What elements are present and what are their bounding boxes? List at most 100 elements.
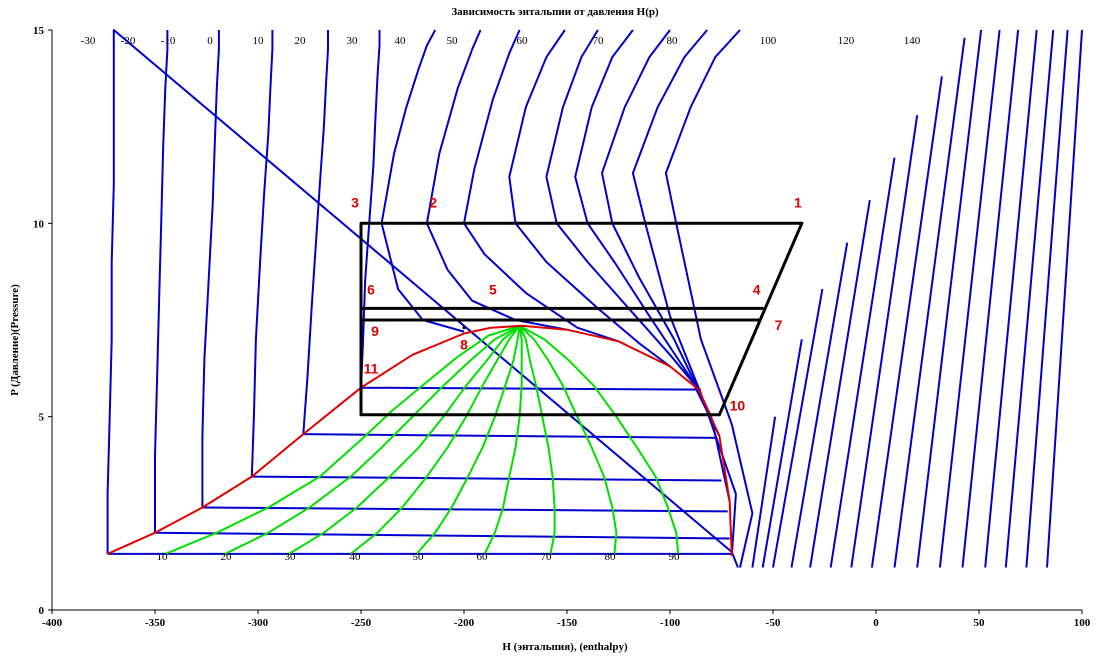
x-tick-label: 100 [1074, 617, 1091, 629]
x-axis-label: H (энтальпия), (enthalpy) [502, 641, 628, 653]
isotherm-label: 0 [207, 35, 213, 47]
quality-line [164, 324, 520, 555]
pressure-line [154, 531, 730, 540]
isotherm-line [809, 199, 871, 568]
saturation-dome [107, 324, 733, 556]
isotherm-line [984, 29, 1038, 568]
x-tick-label: -50 [766, 617, 781, 629]
isotherm-label: 40 [395, 35, 407, 47]
isotherm-line [961, 29, 1020, 568]
quality-line [288, 325, 521, 555]
isotherm-line [601, 29, 731, 502]
quality-line [518, 325, 618, 554]
cycle-point-marker [800, 221, 804, 225]
quality-label: 60 [477, 551, 489, 563]
isotherm-line [545, 29, 700, 391]
cycle-point-label: 2 [429, 194, 437, 210]
isotherm-line [870, 76, 943, 568]
isotherm-line [761, 339, 803, 568]
isotherm-label: 100 [760, 35, 777, 47]
isotherm-line [790, 242, 849, 568]
isotherm-line [893, 37, 966, 568]
cycle-point-marker [437, 221, 441, 225]
isotherm-line [463, 29, 619, 343]
x-tick-label: -400 [42, 617, 63, 629]
quality-line [350, 325, 521, 555]
quality-line [519, 324, 680, 554]
isotherm-label: 10 [253, 35, 265, 47]
cycle-point-marker [359, 221, 363, 225]
isotherm-line [1046, 29, 1083, 568]
isotherm-line [751, 416, 777, 568]
isotherm-label: 30 [347, 35, 359, 47]
quality-label: 30 [285, 551, 297, 563]
x-tick-label: -150 [557, 617, 578, 629]
isotherm-label: 140 [904, 35, 921, 47]
cycle-point-label: 6 [367, 281, 375, 297]
quality-line [483, 325, 523, 555]
isotherm-line [250, 30, 274, 477]
x-tick-label: -250 [351, 617, 372, 629]
cycle-point-marker [717, 413, 721, 417]
x-tick-label: 0 [873, 617, 879, 629]
cycle-point-marker [359, 306, 363, 310]
cycle-point-label: 3 [351, 194, 359, 210]
quality-label: 40 [350, 551, 362, 563]
isotherm-line [829, 157, 896, 568]
isotherm-label: 70 [593, 35, 605, 47]
x-tick-label: -300 [248, 617, 269, 629]
isotherm-line [1004, 29, 1055, 568]
cycle-point-marker [761, 306, 765, 310]
isotherm-line [380, 29, 465, 333]
isotherm-line [106, 29, 739, 568]
cycle-point-label: 4 [753, 281, 761, 297]
isotherm-label: 80 [667, 35, 679, 47]
quality-label: 50 [413, 551, 425, 563]
quality-label: 20 [221, 551, 233, 563]
isotherm-line [664, 29, 754, 568]
isotherm-label: -10 [161, 35, 176, 47]
x-tick-label: -100 [660, 617, 681, 629]
chart-title: Зависимость энтальпии от давления H(p) [451, 6, 659, 18]
cycle-point-label: 5 [489, 281, 497, 297]
cycle-point-label: 11 [364, 361, 379, 377]
cycle-point-marker [359, 318, 363, 322]
isotherm-line [850, 114, 919, 568]
isotherm-line [772, 288, 824, 568]
pressure-line [251, 475, 722, 482]
quality-label: 70 [541, 551, 553, 563]
isotherm-line [508, 29, 671, 368]
isotherm-line [302, 30, 329, 435]
isotherm-label: 50 [447, 35, 459, 47]
x-tick-label: -200 [454, 617, 475, 629]
y-tick-label: 10 [33, 218, 45, 230]
quality-label: 10 [157, 551, 169, 563]
isotherm-label: -30 [81, 35, 96, 47]
isotherm-line [938, 29, 1001, 568]
cycle-point-marker [757, 318, 761, 322]
cycle-point-label: 10 [730, 398, 746, 414]
isotherm-line [425, 29, 568, 331]
quality-label: 90 [669, 551, 681, 563]
cycle-point-label: 7 [775, 317, 783, 333]
isotherm-label: 20 [295, 35, 307, 47]
quality-line [518, 325, 556, 555]
cycle-point-label: 8 [460, 337, 468, 353]
cycle-point-marker [493, 306, 497, 310]
cycle-point-marker [462, 326, 466, 330]
isotherm-line [201, 30, 220, 508]
cycle-point-marker [359, 386, 363, 390]
cycle-point-label: 9 [371, 323, 379, 339]
y-tick-label: 0 [39, 605, 45, 617]
x-tick-label: 50 [974, 617, 986, 629]
y-tick-label: 5 [39, 412, 45, 424]
pressure-line [360, 386, 701, 391]
isotherm-label: -20 [121, 35, 136, 47]
isotherm-label: 60 [517, 35, 529, 47]
isotherm-label: 120 [838, 35, 855, 47]
cycle-point-label: 1 [794, 194, 802, 210]
quality-line [415, 325, 521, 555]
plot-area: -400 -350 -300 -250 -200 -150 -100 -50 0 50 100051… [33, 25, 1091, 629]
isotherm-line [154, 30, 169, 533]
